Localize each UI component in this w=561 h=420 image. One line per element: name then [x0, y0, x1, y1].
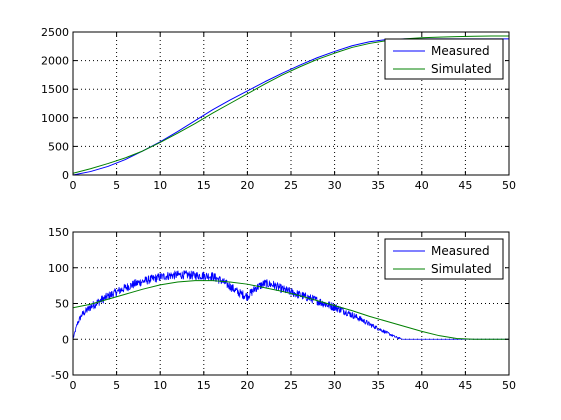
x-tick-label: 45: [458, 379, 472, 392]
x-tick-label: 35: [371, 179, 385, 192]
legend-label: Measured: [431, 244, 490, 258]
x-tick-label: 30: [328, 179, 342, 192]
x-tick-label: 15: [197, 179, 211, 192]
x-tick-label: 35: [371, 379, 385, 392]
y-tick-label: 150: [48, 226, 69, 239]
y-tick-label: 500: [48, 140, 69, 153]
legend-label: Simulated: [431, 262, 492, 276]
x-tick-label: 0: [70, 379, 77, 392]
x-tick-label: 20: [240, 179, 254, 192]
x-tick-label: 40: [415, 379, 429, 392]
x-tick-label: 50: [502, 179, 516, 192]
legend-label: Simulated: [431, 62, 492, 76]
x-tick-label: 0: [70, 179, 77, 192]
series-group: [73, 270, 509, 340]
legend: Measured Simulated: [384, 238, 504, 280]
x-tick-label: 5: [113, 379, 120, 392]
x-tick-label: 25: [284, 179, 298, 192]
x-tick-label: 30: [328, 379, 342, 392]
x-tick-label: 5: [113, 179, 120, 192]
subplot-bottom: 0 5 10 15 20 25 30 35 40 45 50-50050100150Measured…: [48, 226, 516, 392]
x-tick-label: 25: [284, 379, 298, 392]
y-tick-label: -50: [51, 369, 69, 382]
x-tick-label: 10: [153, 379, 167, 392]
y-tick-label: 100: [48, 262, 69, 275]
y-tick-label: 2000: [41, 55, 69, 68]
x-tick-label: 10: [153, 179, 167, 192]
x-tick-label: 40: [415, 179, 429, 192]
legend: Measured Simulated: [384, 38, 504, 80]
y-tick-label: 0: [62, 169, 69, 182]
series-line-measured: [73, 270, 509, 340]
legend-box: [384, 38, 504, 80]
x-tick-label: 20: [240, 379, 254, 392]
subplot-top: 0 5 10 15 20 25 30 35 40 45 5005001000150020002500…: [41, 26, 516, 192]
y-tick-label: 2500: [41, 26, 69, 39]
y-tick-label: 1500: [41, 83, 69, 96]
x-tick-label: 15: [197, 379, 211, 392]
legend-box: [384, 238, 504, 280]
y-tick-label: 0: [62, 333, 69, 346]
x-tick-label: 45: [458, 179, 472, 192]
y-tick-label: 1000: [41, 112, 69, 125]
series-line-simulated: [73, 35, 509, 174]
legend-label: Measured: [431, 44, 490, 58]
y-tick-label: 50: [55, 298, 69, 311]
x-tick-label: 50: [502, 379, 516, 392]
series-line-simulated: [73, 280, 509, 340]
